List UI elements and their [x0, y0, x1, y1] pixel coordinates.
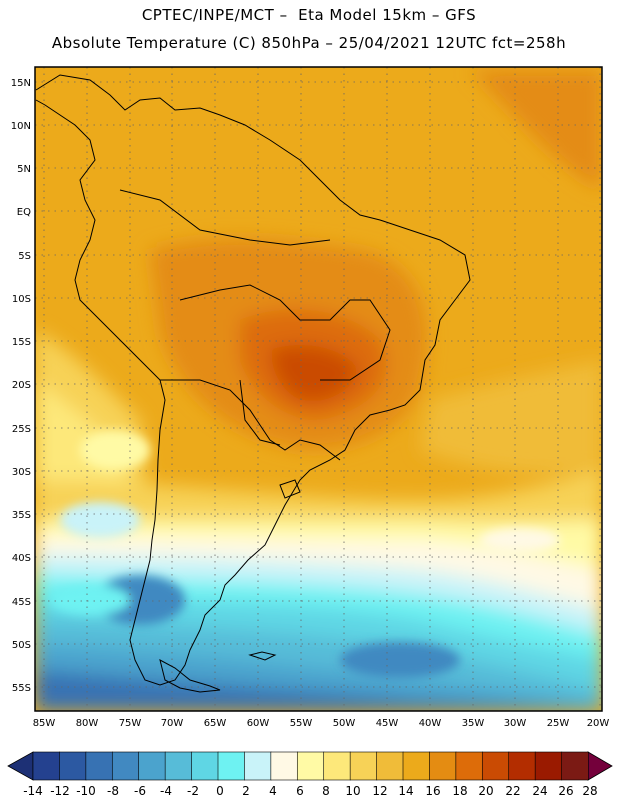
colorbar-under-arrow [7, 751, 34, 781]
colorbar-label: -2 [187, 784, 199, 798]
colorbar-cell [455, 751, 483, 781]
lat-label: 20S [12, 380, 31, 391]
longitude-labels: 85W 80W 75W 70W 65W 60W 55W 50W 45W 40W … [33, 718, 610, 729]
lon-label: 80W [76, 718, 99, 729]
colorbar-label: 8 [322, 784, 330, 798]
colorbar-label: 2 [242, 784, 250, 798]
colorbar: -14 -12 -10 -8 -6 -4 -2 0 2 4 6 8 10 12 … [7, 751, 613, 798]
colorbar-label: -8 [107, 784, 119, 798]
colorbar-cell [191, 751, 219, 781]
colorbar-label: -12 [50, 784, 70, 798]
colorbar-cell [270, 751, 298, 781]
lat-label: 30S [12, 467, 31, 478]
lon-label: 40W [419, 718, 442, 729]
colorbar-label: -14 [23, 784, 43, 798]
colorbar-cell [534, 751, 563, 781]
colorbar-label: 10 [345, 784, 360, 798]
colorbar-cell [296, 751, 325, 781]
colorbar-cell [244, 751, 272, 781]
chart-title-line2: Absolute Temperature (C) 850hPa – 25/04/… [51, 34, 567, 52]
lon-label: 50W [333, 718, 356, 729]
colorbar-cell [111, 751, 140, 781]
colorbar-cell [59, 751, 87, 781]
lon-label: 85W [33, 718, 56, 729]
chart-title-line1: CPTEC/INPE/MCT – Eta Model 15km – GFS [141, 6, 477, 24]
colorbar-label: 28 [582, 784, 597, 798]
colorbar-label: 16 [425, 784, 440, 798]
colorbar-cell [349, 751, 378, 781]
coastlines [35, 74, 471, 693]
map-frame [34, 66, 603, 712]
lat-label: 10N [11, 121, 31, 132]
colorbar-label: 20 [478, 784, 493, 798]
colorbar-cell [32, 751, 61, 781]
colorbar-cell [85, 751, 113, 781]
lat-label: 25S [12, 424, 31, 435]
lon-label: 65W [204, 718, 227, 729]
colorbar-cell [376, 751, 404, 781]
lon-label: 75W [119, 718, 142, 729]
colorbar-cell [561, 751, 589, 781]
lon-label: 20W [587, 718, 610, 729]
latitude-labels: 15N 10N 5N EQ 5S 10S 15S 20S 25S 30S 35S… [11, 78, 31, 694]
colorbar-cell [481, 751, 510, 781]
lat-label: 45S [12, 597, 31, 608]
lon-label: 60W [247, 718, 270, 729]
lat-label: 15S [12, 337, 31, 348]
lon-label: 35W [462, 718, 485, 729]
lat-label: 50S [12, 640, 31, 651]
colorbar-cell [217, 751, 246, 781]
colorbar-label: 14 [398, 784, 413, 798]
lon-label: 25W [547, 718, 570, 729]
lon-label: 30W [504, 718, 527, 729]
colorbar-over-arrow [587, 751, 613, 781]
colorbar-label: 0 [216, 784, 224, 798]
colorbar-label: 24 [532, 784, 547, 798]
colorbar-cell [508, 751, 536, 781]
colorbar-label: 22 [505, 784, 520, 798]
lat-label: 10S [12, 294, 31, 305]
lat-label: 55S [12, 683, 31, 694]
lat-label: 5S [18, 251, 31, 262]
temperature-field [35, 67, 602, 711]
lat-label: 40S [12, 553, 31, 564]
colorbar-label: 12 [372, 784, 387, 798]
lon-label: 70W [161, 718, 184, 729]
colorbar-label: -10 [76, 784, 96, 798]
colorbar-label: 4 [269, 784, 277, 798]
lat-label: 5N [17, 164, 31, 175]
lon-label: 45W [376, 718, 399, 729]
colorbar-label: -6 [134, 784, 146, 798]
colorbar-cell [402, 751, 431, 781]
lat-label: EQ [17, 207, 31, 218]
colorbar-label: 6 [296, 784, 304, 798]
colorbar-label: 18 [452, 784, 467, 798]
colorbar-cell [429, 751, 457, 781]
colorbar-cell [138, 751, 166, 781]
lat-label: 15N [11, 78, 31, 89]
colorbar-cell [323, 751, 351, 781]
colorbar-label: 26 [558, 784, 573, 798]
colorbar-label: -4 [160, 784, 172, 798]
colorbar-cell [164, 751, 193, 781]
lon-label: 55W [290, 718, 313, 729]
lat-label: 35S [12, 510, 31, 521]
